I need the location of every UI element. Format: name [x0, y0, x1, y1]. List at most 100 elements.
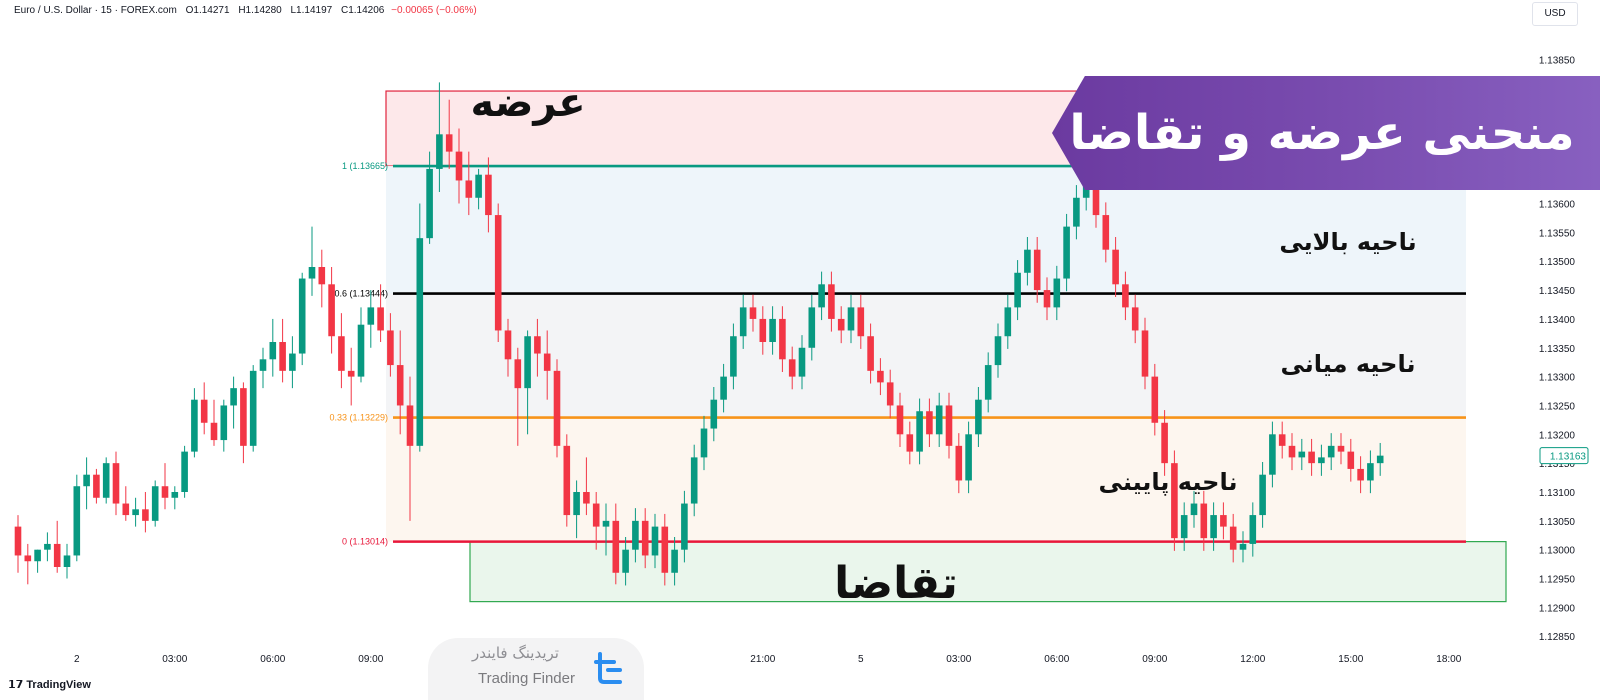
candle-body[interactable]: [1337, 445, 1345, 452]
candle-body[interactable]: [1014, 272, 1021, 308]
candle-body[interactable]: [24, 555, 32, 562]
candle-body[interactable]: [1357, 468, 1364, 481]
candle-body[interactable]: [416, 238, 424, 446]
candle-body[interactable]: [151, 486, 159, 521]
candle-body[interactable]: [837, 318, 845, 331]
candle-body[interactable]: [563, 445, 571, 516]
candle-body[interactable]: [700, 428, 708, 458]
candle-body[interactable]: [514, 359, 522, 389]
candle-body[interactable]: [63, 555, 71, 567]
candle-body[interactable]: [1024, 249, 1031, 273]
candle-body[interactable]: [249, 370, 257, 446]
candle-body[interactable]: [1308, 451, 1315, 464]
candle-body[interactable]: [1347, 451, 1355, 469]
candle-body[interactable]: [730, 336, 737, 377]
candle-body[interactable]: [308, 267, 316, 279]
candle-body[interactable]: [720, 376, 727, 400]
candle-body[interactable]: [661, 526, 669, 573]
candle-body[interactable]: [1073, 197, 1080, 227]
candle-body[interactable]: [200, 399, 208, 423]
candle-body[interactable]: [1278, 434, 1286, 446]
candle-body[interactable]: [592, 503, 600, 527]
candle-body[interactable]: [1239, 543, 1247, 550]
candle-body[interactable]: [553, 370, 561, 446]
candle-body[interactable]: [1288, 445, 1296, 458]
candle-body[interactable]: [877, 370, 884, 383]
candle-body[interactable]: [573, 492, 580, 516]
candle-body[interactable]: [926, 411, 933, 435]
candle-body[interactable]: [1004, 307, 1012, 337]
candle-body[interactable]: [583, 492, 590, 504]
candle-body[interactable]: [1318, 457, 1325, 464]
candle-body[interactable]: [357, 324, 365, 377]
candle-body[interactable]: [847, 307, 855, 331]
candle-body[interactable]: [759, 318, 767, 342]
candle-body[interactable]: [534, 336, 541, 354]
candle-body[interactable]: [739, 307, 747, 337]
candle-body[interactable]: [896, 405, 904, 435]
candle-body[interactable]: [828, 284, 835, 319]
candle-body[interactable]: [367, 307, 375, 325]
candle-body[interactable]: [612, 520, 620, 573]
candle-body[interactable]: [1249, 515, 1257, 544]
candle-body[interactable]: [181, 451, 188, 492]
candle-body[interactable]: [1151, 376, 1159, 423]
candle-body[interactable]: [34, 549, 41, 562]
candle-body[interactable]: [220, 405, 228, 441]
candle-body[interactable]: [1102, 215, 1110, 250]
candle-body[interactable]: [240, 388, 247, 446]
candle-body[interactable]: [965, 434, 972, 481]
candle-body[interactable]: [798, 347, 806, 377]
candle-body[interactable]: [632, 520, 639, 550]
candle-body[interactable]: [543, 353, 551, 371]
candle-body[interactable]: [1229, 526, 1237, 550]
candle-body[interactable]: [377, 307, 384, 331]
candle-body[interactable]: [1259, 474, 1266, 516]
candle-body[interactable]: [338, 336, 345, 371]
candle-body[interactable]: [886, 382, 894, 406]
candle-body[interactable]: [504, 330, 512, 360]
candle-body[interactable]: [122, 503, 130, 516]
candle-body[interactable]: [53, 543, 61, 567]
candle-body[interactable]: [1053, 278, 1061, 308]
candle-body[interactable]: [1367, 463, 1374, 481]
current-price-tag[interactable]: [1539, 447, 1589, 465]
candle-body[interactable]: [1210, 515, 1217, 539]
candle-body[interactable]: [289, 353, 296, 371]
candle-body[interactable]: [279, 342, 286, 371]
candle-body[interactable]: [1200, 503, 1208, 539]
candle-body[interactable]: [690, 457, 698, 504]
candle-body[interactable]: [191, 399, 198, 452]
candle-body[interactable]: [230, 388, 237, 406]
candle-body[interactable]: [347, 370, 355, 377]
candle-body[interactable]: [298, 278, 306, 354]
candle-body[interactable]: [955, 445, 963, 481]
candle-body[interactable]: [132, 509, 139, 516]
candle-body[interactable]: [1131, 307, 1139, 331]
candle-body[interactable]: [641, 520, 649, 556]
candle-body[interactable]: [818, 284, 825, 308]
candle-body[interactable]: [1122, 284, 1129, 308]
candle-body[interactable]: [1063, 226, 1070, 279]
candle-body[interactable]: [867, 336, 874, 371]
candle-body[interactable]: [1376, 455, 1384, 464]
candle-body[interactable]: [494, 215, 502, 331]
candle-body[interactable]: [396, 365, 404, 406]
candle-body[interactable]: [387, 330, 394, 366]
tradingview-logo[interactable]: 𝟭𝟳 TradingView: [8, 678, 91, 691]
candle-body[interactable]: [269, 342, 277, 360]
candle-body[interactable]: [102, 463, 110, 498]
candle-body[interactable]: [1190, 503, 1198, 516]
candle-body[interactable]: [485, 174, 492, 216]
candle-body[interactable]: [945, 405, 953, 446]
candle-body[interactable]: [83, 474, 90, 487]
candle-body[interactable]: [1171, 463, 1178, 539]
candle-body[interactable]: [788, 359, 796, 377]
symbol-name[interactable]: Euro / U.S. Dollar · 15 · FOREX.com: [14, 5, 177, 16]
candle-body[interactable]: [769, 318, 776, 342]
candle-body[interactable]: [406, 405, 414, 446]
candle-body[interactable]: [14, 526, 22, 556]
candle-body[interactable]: [857, 307, 865, 337]
candle-body[interactable]: [749, 307, 757, 319]
